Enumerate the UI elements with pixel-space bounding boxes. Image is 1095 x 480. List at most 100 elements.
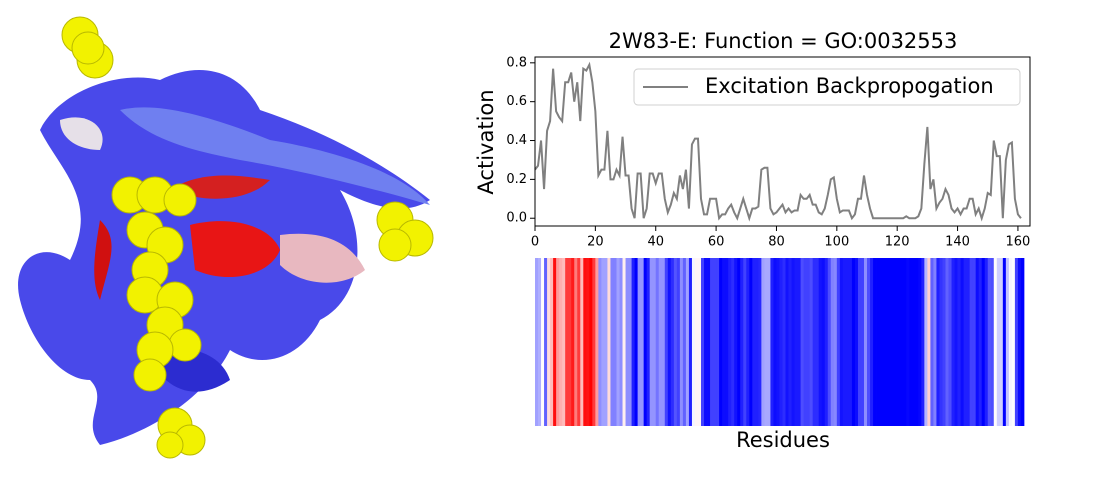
heatmap-cell [797,258,802,426]
protein-structure [18,16,434,459]
heatmap-cell [697,258,702,426]
heatmap-cell [936,258,940,426]
heatmap-cell [939,258,943,426]
heatmap-cell [948,258,952,426]
heatmap-cell [942,258,946,426]
heatmap-cell [734,258,738,426]
heatmap-cell [830,258,835,426]
heatmap-cell [688,258,693,426]
heatmap-cell [583,258,587,426]
plot-frame [534,56,1031,227]
heatmap-cell [710,258,714,426]
heatmap-cell [779,258,783,426]
heatmap-cell [649,258,654,426]
heatmap-cell [818,258,823,426]
heatmap-cell [761,258,765,426]
heatmap-cell [625,258,629,426]
heatmap-cell [691,258,696,426]
heatmap-cell [912,258,916,426]
heatmap-cell [954,258,958,426]
heatmap-cell [646,258,651,426]
heatmap-cell [622,258,626,426]
heatmap-cell [891,258,895,426]
heatmap-cell [806,258,811,426]
heatmap-cell [740,258,744,426]
heatmap-cell [845,258,850,426]
x-tick-label: 80 [768,235,785,250]
heatmap-cell [664,258,669,426]
heatmap-cell [713,258,717,426]
heatmap-cell [873,258,877,426]
y-tick-label: 0.6 [506,94,527,109]
heatmap-cell [743,258,747,426]
heatmap-cell [879,258,883,426]
heatmap-cell [707,258,711,426]
heatmap-cell [815,258,820,426]
heatmap-cell [1020,258,1025,426]
heatmap-cell [631,258,636,426]
x-tick-label: 160 [1006,235,1031,250]
heatmap-cell [755,258,759,426]
heatmap-cell [863,258,868,426]
heatmap-cell [981,258,986,426]
heatmap-cell [800,258,805,426]
heatmap-cell [746,258,750,426]
heatmap-cell [782,258,786,426]
heatmap-cell [876,258,880,426]
heatmap-cell [719,258,723,426]
heatmap-cell [538,258,542,426]
heatmap-cell [604,258,608,426]
heatmap-cell [752,258,756,426]
heatmap-cell [882,258,886,426]
heatmap-cell [1008,258,1013,426]
heatmap-cell [640,258,645,426]
heatmap-cell [839,258,844,426]
heatmap-cell [749,258,753,426]
y-axis-label: Activation [474,89,498,194]
heatmap-cell [960,258,964,426]
heatmap-cell [601,258,605,426]
x-tick-label: 20 [587,235,604,250]
heatmap-cell [758,258,762,426]
heatmap-cell [930,258,934,426]
heatmap-cell [704,258,708,426]
y-tick-label: 0.8 [506,55,527,70]
heatmap-cell [716,258,720,426]
heatmap-cell [541,258,545,426]
heatmap-cell [842,258,847,426]
x-tick-label: 40 [647,235,664,250]
heatmap-cell [812,258,817,426]
heatmap-cell [580,258,584,426]
heatmap-cell [870,258,874,426]
y-tick-label: 0.2 [506,172,527,187]
heatmap-cell [999,258,1004,426]
chart-title: 2W83-E: Function = GO:0032553 [609,29,958,53]
heatmap-cell [978,258,983,426]
heatmap-cell [966,258,971,426]
heatmap-cell [544,258,548,426]
heatmap-cell [906,258,910,426]
heatmap-cell [610,258,614,426]
heatmap-cell [794,258,798,426]
x-axis-label: Residues [736,428,830,452]
heatmap-cell [927,258,931,426]
x-tick-label: 60 [708,235,725,250]
heatmap-cell [957,258,961,426]
heatmap-cell [592,258,596,426]
heatmap-cell [993,258,998,426]
heatmap-cell [616,258,620,426]
heatmap-cell [559,258,563,426]
heatmap-cell [963,258,968,426]
heatmap-cell [598,258,602,426]
heatmap-cell [682,258,687,426]
heatmap-cell [685,258,690,426]
heatmap-cell [661,258,666,426]
x-tick-label: 140 [945,235,970,250]
line [534,61,1022,222]
heatmap-cell [725,258,729,426]
heatmap-cell [788,258,792,426]
heatmap-cell [803,258,808,426]
heatmap-cell [767,258,771,426]
heatmap-cell [854,258,859,426]
heatmap-cell [1014,258,1019,426]
